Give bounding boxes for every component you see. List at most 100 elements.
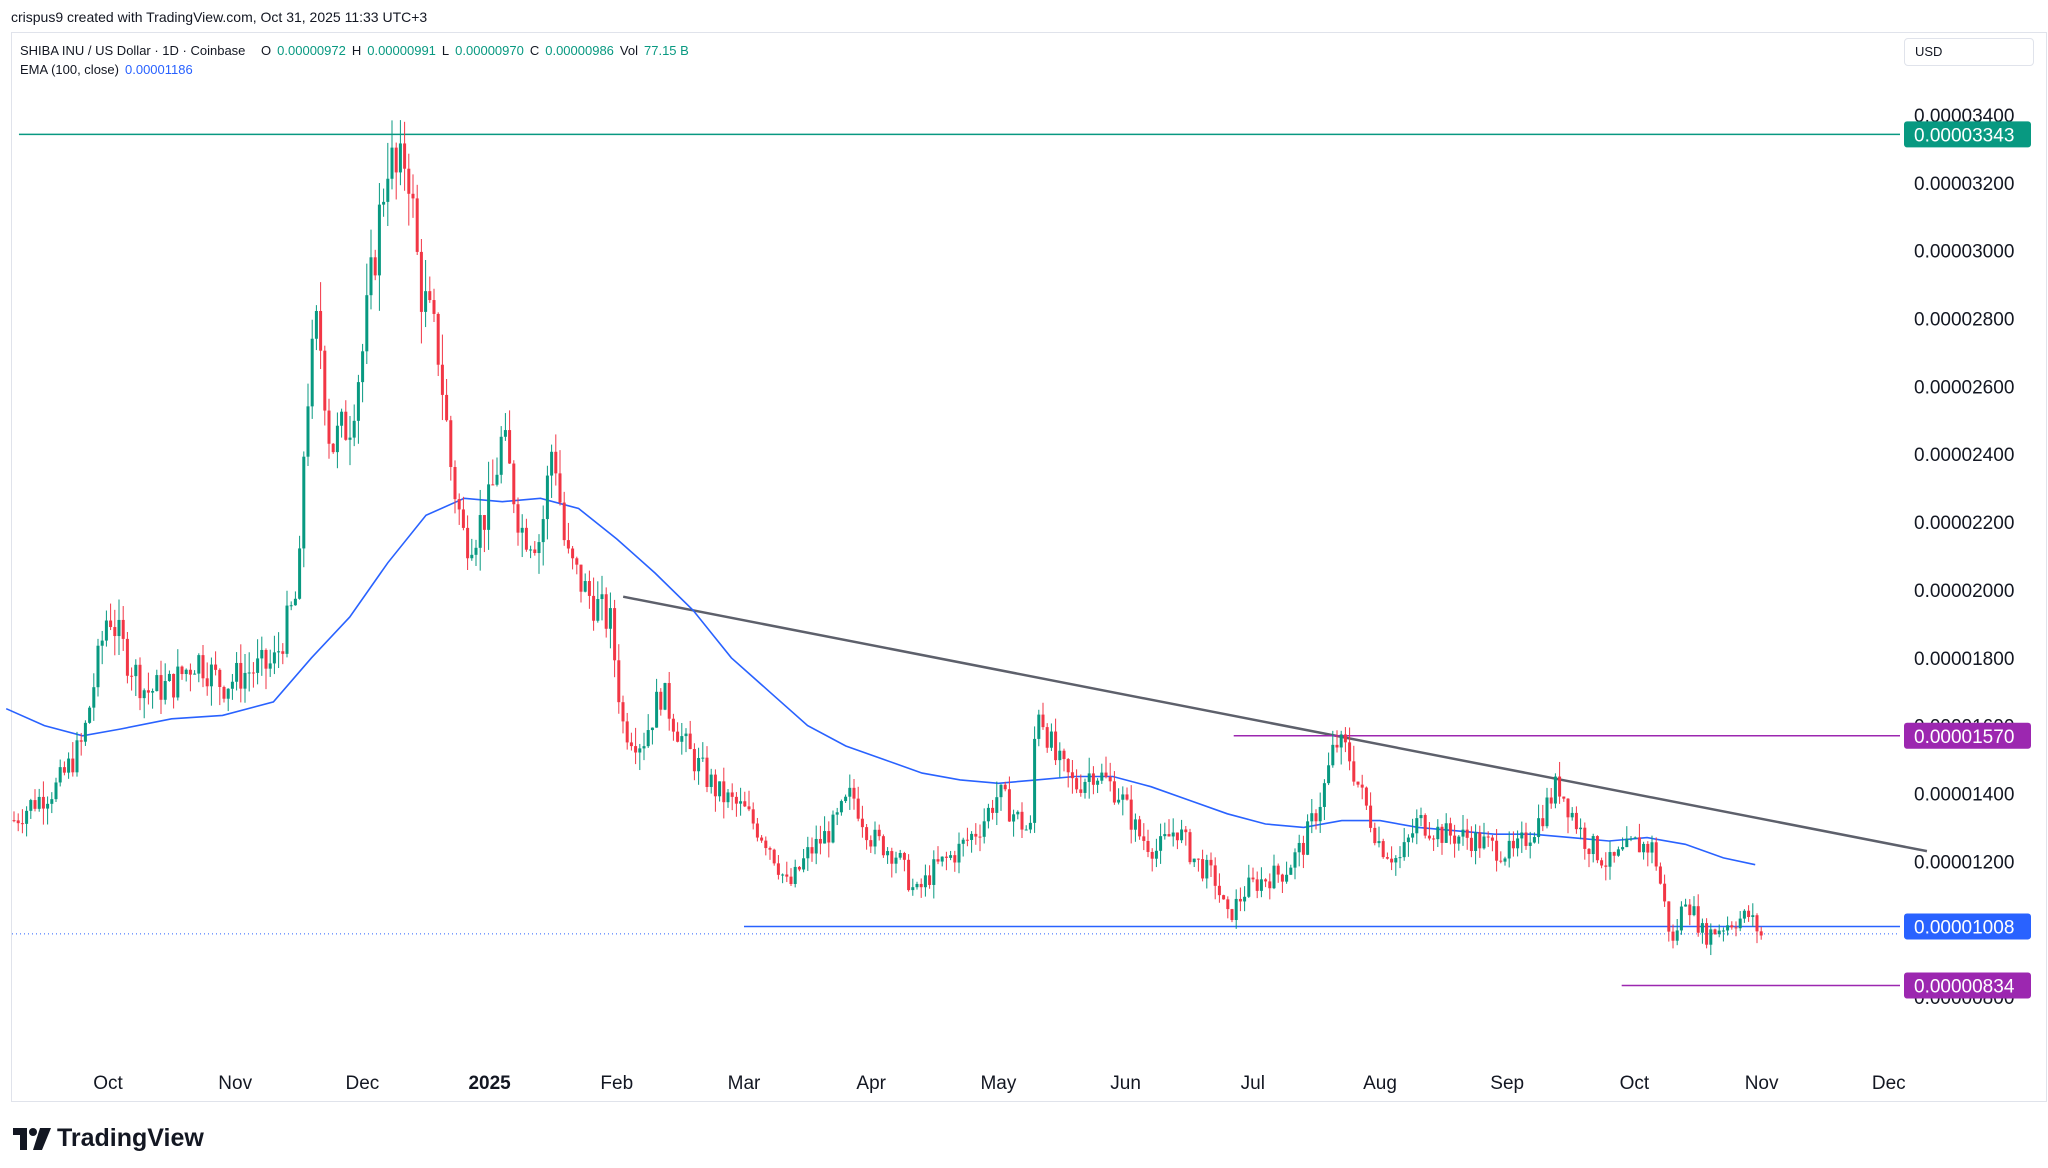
candle-body <box>1537 818 1541 838</box>
y-tick-label: 0.00002800 <box>1914 310 2014 331</box>
candle-body <box>1028 822 1032 830</box>
candle-body <box>1037 714 1041 739</box>
candle-body <box>285 605 289 654</box>
tag-layer: 0.00003343 0.00001570 0.00001008 0.00000834 <box>1904 121 2031 999</box>
tradingview-brand[interactable]: TradingView <box>13 1124 204 1153</box>
legend-open-label: O <box>261 43 272 58</box>
candle-body <box>970 833 974 840</box>
candle-body <box>1033 738 1037 823</box>
candle-body <box>1054 731 1058 761</box>
candle-body <box>20 823 24 825</box>
candle-body <box>331 443 335 453</box>
candle-body <box>827 831 831 843</box>
candle-body <box>839 801 843 813</box>
candle-body <box>1184 829 1188 833</box>
candle-body <box>235 662 239 682</box>
candle-body <box>684 733 688 737</box>
candle-body <box>340 411 344 426</box>
candle-body <box>1465 829 1469 838</box>
candle-body <box>209 664 213 687</box>
candle-body <box>953 855 957 863</box>
candle-body <box>579 564 583 592</box>
candle-body <box>982 821 986 837</box>
candle-body <box>550 451 554 476</box>
candle-body <box>1499 860 1503 862</box>
candle-body <box>1398 857 1402 859</box>
candle-body <box>877 829 881 837</box>
candle-body <box>109 620 113 628</box>
series-layer <box>5 497 1756 866</box>
candle-body <box>478 515 482 548</box>
candle-body <box>1259 879 1263 891</box>
candle-body <box>1154 850 1158 859</box>
candle-body <box>1066 759 1070 773</box>
resistance-top-tag <box>1904 121 2031 148</box>
candle-body <box>1486 836 1490 838</box>
candle-body <box>965 839 969 841</box>
candle-body <box>1415 818 1419 834</box>
candle-body <box>445 394 449 421</box>
candle-body <box>1121 794 1125 800</box>
candle-body <box>646 730 650 747</box>
candle-body <box>1318 806 1322 822</box>
candle-body <box>436 313 440 365</box>
candle-body <box>1138 819 1142 837</box>
candle-body <box>1650 842 1654 853</box>
candle-body <box>680 736 684 742</box>
candle-body <box>214 664 218 670</box>
candle-body <box>125 638 129 676</box>
legend-ema-label[interactable]: EMA (100, close) <box>20 62 119 77</box>
legend-low-label: L <box>441 43 450 58</box>
candle-body <box>1012 814 1016 822</box>
candle-body <box>1411 833 1415 838</box>
candle-body <box>1759 931 1763 936</box>
candle-body <box>1621 847 1625 850</box>
candle-body <box>894 857 898 864</box>
y-tick-label: 0.00002200 <box>1914 513 2014 534</box>
candle-body <box>16 820 20 824</box>
candle-body <box>1285 874 1289 882</box>
x-tick-label: Dec <box>1872 1073 1906 1094</box>
candle-body <box>1255 879 1259 891</box>
currency-button[interactable]: USD <box>1904 38 2034 66</box>
x-tick-label: Mar <box>728 1073 761 1094</box>
candle-body <box>1360 784 1364 788</box>
candle-body <box>1234 898 1238 921</box>
candle-body <box>554 451 558 474</box>
candle-body <box>1083 781 1087 793</box>
candle-body <box>1709 929 1713 945</box>
candle-body <box>1705 923 1709 945</box>
candle-body <box>667 683 671 719</box>
candle-body <box>1700 923 1704 933</box>
candle-body <box>1125 794 1129 800</box>
candle-body <box>1667 901 1671 932</box>
candle-body <box>1104 772 1108 777</box>
candle-body <box>869 840 873 847</box>
candle-body <box>348 437 352 440</box>
trendline <box>622 595 1928 853</box>
candle-body <box>1062 750 1066 760</box>
legend-close-value: 0.00000986 <box>545 43 614 58</box>
candle-body <box>671 718 675 732</box>
candle-body <box>440 364 444 395</box>
candle-body <box>390 147 394 179</box>
candle-body <box>197 655 201 674</box>
y-tick-label: 0.00003000 <box>1914 242 2014 263</box>
candle-body <box>810 847 814 854</box>
legend-volume-value: 77.15 B <box>644 43 689 58</box>
candle-body <box>1734 927 1738 929</box>
candle-body <box>71 758 75 773</box>
candle-body <box>1352 761 1356 782</box>
candle-body <box>949 855 953 858</box>
candle-body <box>688 733 692 750</box>
candle-body <box>373 257 377 276</box>
candle-body <box>1024 829 1028 831</box>
legend-symbol[interactable]: SHIBA INU / US Dollar · 1D · Coinbase <box>20 43 246 58</box>
brand-name: TradingView <box>57 1124 204 1152</box>
candle-body <box>650 727 654 731</box>
candle-body <box>999 784 1003 798</box>
y-tick-label: 0.00001200 <box>1914 852 2014 873</box>
candle-body <box>1574 812 1578 830</box>
candle-body <box>1041 714 1045 728</box>
